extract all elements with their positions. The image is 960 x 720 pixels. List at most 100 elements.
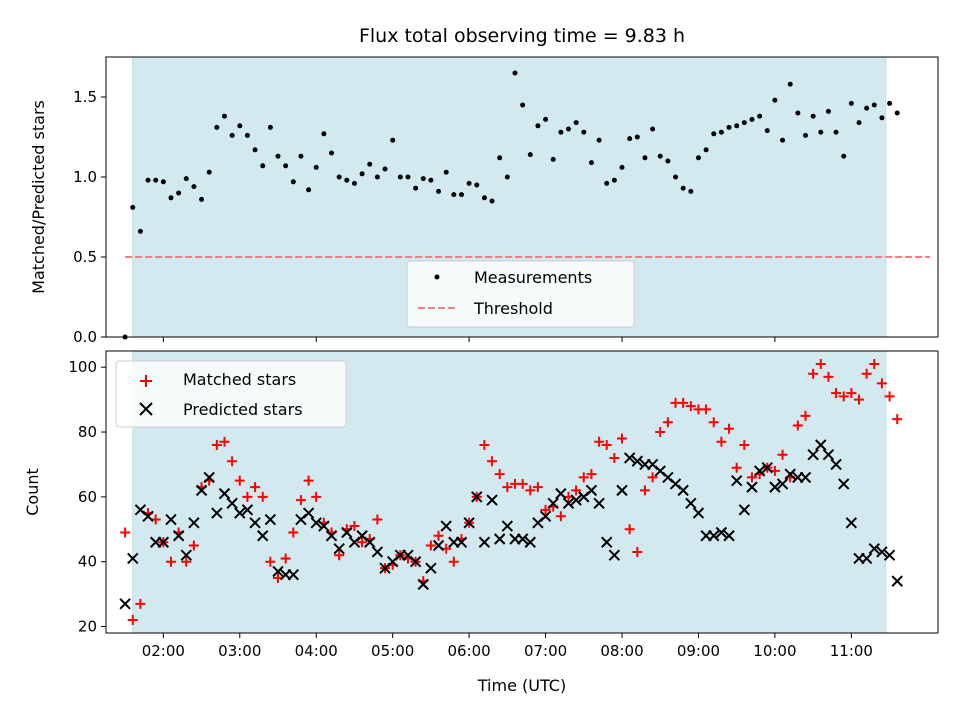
x-tick-label: 05:00	[371, 642, 414, 660]
measurement-point	[787, 81, 793, 87]
predicted-star-marker	[708, 530, 720, 542]
predicted-star-marker	[218, 487, 231, 500]
measurement-point	[176, 190, 182, 196]
predicted-star-marker	[753, 465, 766, 477]
measurement-point	[221, 113, 227, 119]
predicted-star-markers	[119, 439, 903, 610]
measurement-point	[642, 155, 648, 161]
predicted-star-marker	[127, 552, 139, 565]
matched-star-marker	[586, 469, 597, 480]
measurement-point	[397, 174, 403, 180]
matched-star-marker	[433, 530, 444, 541]
matched-star-marker	[792, 420, 803, 431]
predicted-star-marker	[371, 546, 384, 558]
matched-star-marker	[808, 368, 819, 379]
matched-star-marker	[532, 482, 543, 493]
predicted-star-marker	[570, 494, 582, 506]
predicted-star-marker	[524, 536, 536, 548]
measurement-point	[160, 179, 166, 185]
y-tick-label: 1.5	[73, 88, 97, 106]
predicted-star-marker	[784, 468, 796, 480]
matched-star-marker	[876, 378, 887, 389]
matched-star-marker	[662, 417, 673, 428]
matched-star-marker	[854, 394, 865, 405]
x-tick-label: 11:00	[830, 642, 873, 660]
measurement-point	[458, 192, 464, 198]
predicted-star-marker	[555, 487, 567, 500]
matched-star-marker	[831, 388, 842, 399]
measurement-point	[405, 174, 411, 180]
count-panel: 20 40 60 80 100 02:00 03:00 04:00 05:00 06:00 07:…	[23, 350, 939, 695]
y-tick-label: 60	[78, 488, 97, 506]
predicted-legend-marker	[139, 402, 153, 416]
predicted-star-marker	[241, 504, 254, 516]
predicted-star-marker	[157, 536, 170, 548]
measurement-point	[596, 137, 602, 143]
top-y-axis: 0.0 0.5 1.0 1.5	[73, 88, 106, 346]
matched-star-marker	[540, 504, 551, 515]
matched-star-marker	[349, 521, 360, 532]
predicted-star-marker	[486, 494, 498, 506]
measurement-point	[206, 169, 212, 175]
measurement-point	[351, 180, 357, 186]
matched-star-marker	[701, 404, 712, 415]
measurement-point	[680, 185, 686, 191]
measurement-point	[504, 174, 510, 180]
predicted-star-marker	[425, 562, 437, 574]
predicted-star-marker	[876, 546, 888, 558]
predicted-star-marker	[715, 526, 728, 539]
y-tick-label: 40	[78, 553, 97, 571]
predicted-star-marker	[287, 568, 300, 581]
matched-star-marker	[211, 440, 222, 450]
measurement-point	[298, 153, 304, 159]
measurement-point	[413, 185, 419, 191]
predicted-star-marker	[455, 536, 468, 548]
measurement-point	[619, 164, 625, 170]
predicted-star-marker	[539, 510, 552, 523]
measurement-point	[344, 177, 350, 183]
measurement-point	[604, 180, 610, 186]
x-tick-label: 09:00	[677, 642, 720, 660]
measurement-point	[313, 164, 319, 170]
measurement-point	[749, 116, 755, 122]
matched-star-marker	[678, 397, 689, 408]
matched-star-marker	[815, 358, 826, 369]
bottom-x-axis: 02:00 03:00 04:00 05:00 06:00 07:00 08:00 09:00…	[142, 633, 873, 660]
predicted-star-marker	[547, 497, 559, 510]
predicted-star-marker	[257, 530, 269, 542]
predicted-star-marker	[799, 471, 812, 484]
matched-star-marker	[846, 388, 857, 399]
matched-star-marker	[517, 478, 528, 489]
matched-star-marker	[479, 440, 490, 450]
measurement-point	[718, 129, 724, 135]
predicted-star-marker	[409, 555, 422, 568]
measurement-point	[283, 163, 289, 169]
matched-star-marker	[731, 462, 742, 473]
predicted-star-marker	[585, 484, 598, 497]
matched-star-marker	[594, 436, 605, 447]
measurement-point	[527, 152, 533, 158]
matched-star-marker	[425, 540, 436, 551]
measurement-point	[757, 113, 763, 119]
measurement-point	[474, 182, 480, 188]
measurement-point	[703, 147, 709, 153]
bottom-y-axis: 20 40 60 80 100	[68, 358, 106, 636]
predicted-star-marker	[593, 497, 605, 510]
measurement-point	[466, 180, 472, 186]
y-tick-label: 100	[68, 358, 97, 376]
matched-star-marker	[487, 456, 498, 467]
measurement-point	[887, 100, 893, 106]
bottom-y-axis-label: Count	[23, 468, 42, 516]
measurement-legend-marker	[434, 274, 440, 280]
measurement-point	[382, 166, 388, 172]
measurement-point	[420, 176, 426, 182]
bottom-axes-frame	[105, 350, 939, 634]
measurement-point	[856, 120, 862, 126]
measurement-point	[436, 188, 442, 194]
predicted-star-marker	[868, 543, 881, 555]
x-tick-label: 07:00	[524, 642, 567, 660]
matched-star-marker	[571, 485, 582, 496]
measurement-point	[267, 124, 273, 130]
measurement-point	[367, 161, 373, 167]
legend-measurements: Measurements	[474, 268, 592, 287]
